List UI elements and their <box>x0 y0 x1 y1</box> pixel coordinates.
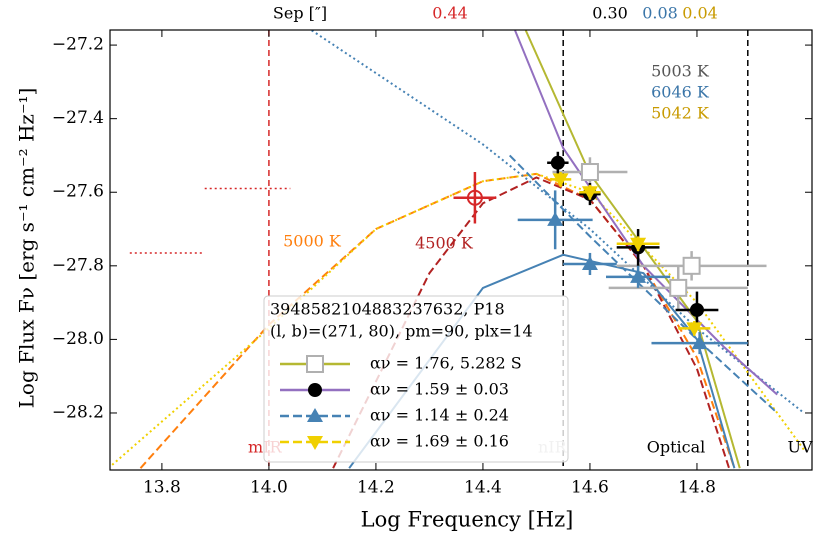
point <box>466 189 483 206</box>
model-curve <box>332 176 731 469</box>
temp-label: 5042 K <box>651 104 710 123</box>
top-label: 0.44 <box>432 4 468 23</box>
point <box>580 163 599 182</box>
legend-title: (l, b)=(271, 80), pm=90, plx=14 <box>270 322 533 341</box>
point <box>689 302 704 317</box>
point <box>550 155 565 170</box>
temp-label: 5003 K <box>651 62 710 81</box>
legend-label: αν = 1.69 ± 0.16 <box>370 432 509 451</box>
plot <box>110 30 805 470</box>
legend-marker <box>308 383 322 397</box>
legend-label: αν = 1.14 ± 0.24 <box>370 406 509 425</box>
model-curve <box>508 154 778 414</box>
top-label: 0.08 <box>642 4 678 23</box>
point <box>691 335 708 350</box>
plot-frame <box>109 29 813 471</box>
curve-label: 5000 K <box>283 232 342 251</box>
point <box>630 268 647 283</box>
legend-marker <box>307 436 323 450</box>
y-tick-label: −27.4 <box>52 108 104 128</box>
point <box>552 173 569 188</box>
y-tick-label: −27.8 <box>52 255 104 275</box>
y-tick-label: −27.2 <box>52 35 104 55</box>
legend-label: αν = 1.59 ± 0.03 <box>370 380 509 399</box>
point <box>630 237 647 252</box>
legend-marker <box>306 355 324 373</box>
legend-box <box>263 295 569 463</box>
x-tick-label: 13.8 <box>143 478 181 498</box>
curve-label: 4500 K <box>415 234 474 253</box>
legend-label: αν = 1.76, 5.282 S <box>370 354 522 373</box>
point <box>682 256 701 275</box>
point <box>581 186 598 201</box>
y-tick-label: −28.2 <box>52 402 104 422</box>
point <box>581 255 598 270</box>
x-tick-label: 14.0 <box>250 478 288 498</box>
top-label: Sep [″] <box>273 4 327 23</box>
x-tick-label: 14.8 <box>678 478 716 498</box>
top-label: 0.04 <box>682 4 718 23</box>
x-tick-label: 14.4 <box>464 478 502 498</box>
x-tick-label: 14.6 <box>571 478 609 498</box>
x-axis-label: Log Frequency [Hz] <box>361 508 574 532</box>
y-tick-label: −27.6 <box>52 182 104 202</box>
top-label: 0.30 <box>592 4 628 23</box>
point <box>686 322 703 337</box>
band-label: Optical <box>647 438 706 457</box>
y-axis-label: Log Flux Fν [erg s⁻¹ cm⁻² Hz⁻¹] <box>15 88 39 409</box>
point <box>547 211 564 226</box>
band-label: UV <box>787 438 812 457</box>
legend-marker <box>307 408 323 422</box>
point <box>669 278 688 297</box>
y-tick-label: −28.0 <box>52 329 104 349</box>
legend-title: 3948582104883237632, P18 <box>270 300 505 319</box>
temp-label: 6046 K <box>651 83 710 102</box>
x-tick-label: 14.2 <box>357 478 395 498</box>
